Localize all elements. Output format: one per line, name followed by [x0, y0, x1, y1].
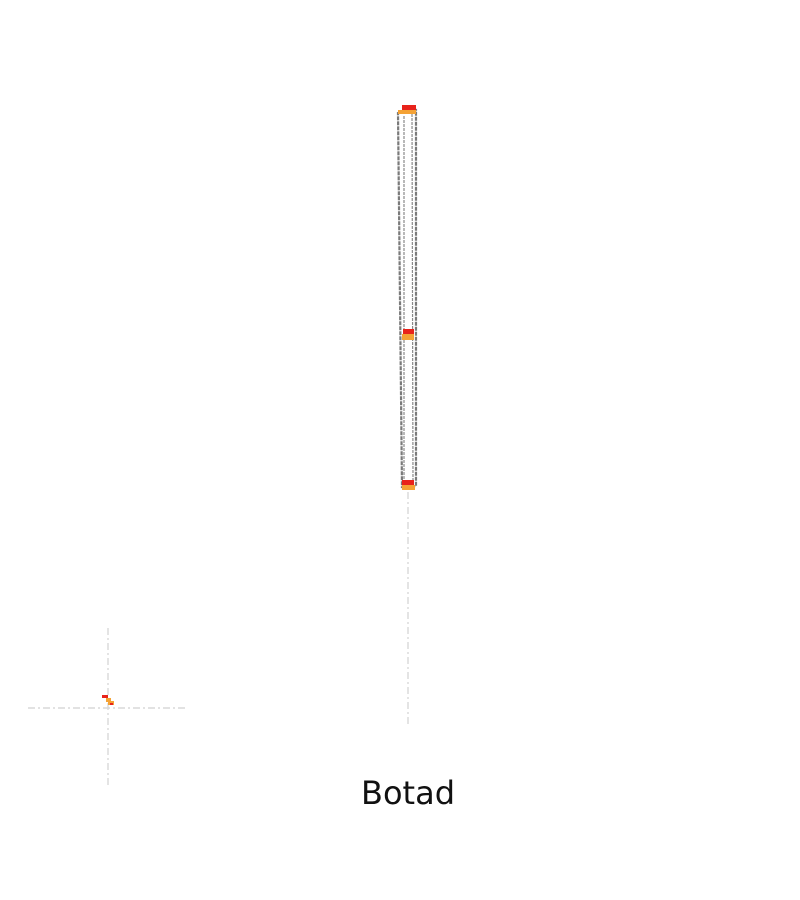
- inset-crosshair: [28, 628, 188, 788]
- location-marker-icon[interactable]: [398, 105, 416, 114]
- location-marker-icon[interactable]: [402, 329, 414, 340]
- map-title: Botad: [361, 774, 455, 812]
- crosshair-icon: [102, 695, 114, 705]
- location-marker-icon[interactable]: [402, 480, 415, 490]
- route-shape[interactable]: [396, 108, 418, 489]
- route-inner-line-2: [411, 113, 414, 485]
